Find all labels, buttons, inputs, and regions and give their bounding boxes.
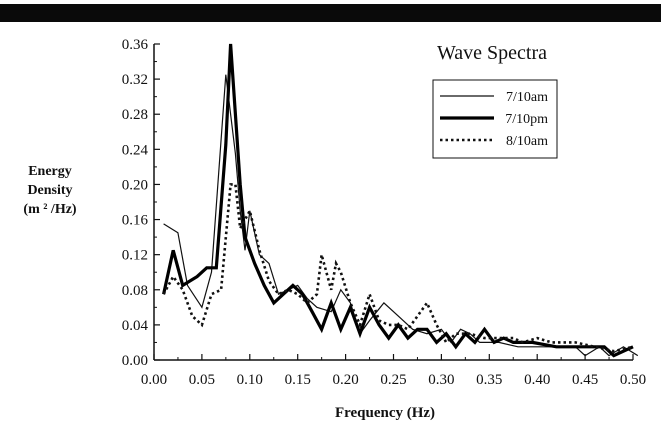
x-axis-label: Frequency (Hz)	[335, 405, 435, 421]
x-tick-label: 0.10	[237, 372, 263, 388]
tick-marks	[153, 43, 634, 361]
y-tick-label: 0.04	[122, 318, 149, 334]
y-axis-label-line: Density	[27, 183, 72, 198]
legend: 7/10am 7/10pm 8/10am	[432, 79, 558, 159]
x-tick-label: 0.20	[332, 372, 358, 388]
y-axis-label-line: (m ² /Hz)	[23, 202, 77, 217]
x-tick-label: 0.15	[285, 372, 311, 388]
series-line-8-10am	[162, 183, 634, 353]
tick-labels: 0.00 0.04 0.08 0.12 0.16 0.20 0.24 0.28 0.32 0.36…	[122, 37, 646, 388]
series-line-7-10pm	[162, 43, 634, 358]
legend-label: 7/10am	[506, 90, 548, 105]
y-tick-label: 0.12	[122, 248, 148, 264]
y-tick-label: 0.32	[122, 72, 148, 88]
y-tick-label: 0.16	[122, 213, 149, 229]
chart-title: Wave Spectra	[437, 42, 547, 64]
x-tick-label: 0.35	[476, 372, 502, 388]
series-layer	[162, 43, 639, 358]
x-tick-label: 0.05	[189, 372, 215, 388]
top-black-bar	[0, 4, 661, 22]
legend-label: 8/10am	[506, 134, 548, 149]
x-tick-label: 0.50	[620, 372, 646, 388]
y-axis-label: Energy Density (m ² /Hz)	[23, 164, 77, 217]
y-tick-label: 0.28	[122, 107, 148, 123]
x-tick-label: 0.40	[524, 372, 550, 388]
y-tick-label: 0.36	[122, 37, 149, 53]
y-axis-label-line: Energy	[28, 164, 72, 179]
legend-label: 7/10pm	[505, 112, 548, 127]
x-tick-label: 0.25	[380, 372, 406, 388]
y-tick-label: 0.08	[122, 283, 148, 299]
x-tick-label: 0.00	[141, 372, 167, 388]
x-tick-label: 0.45	[572, 372, 598, 388]
y-tick-label: 0.00	[122, 353, 148, 369]
y-tick-label: 0.20	[122, 177, 148, 193]
y-tick-label: 0.24	[122, 142, 149, 158]
x-tick-label: 0.30	[428, 372, 454, 388]
